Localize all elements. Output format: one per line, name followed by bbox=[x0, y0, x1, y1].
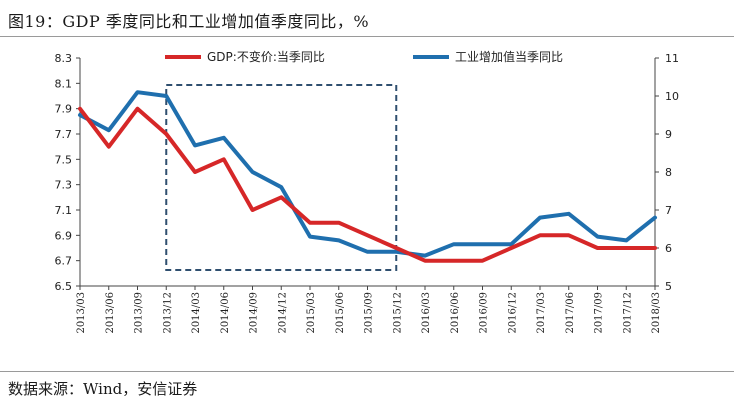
x-tick-label: 2016/06 bbox=[450, 292, 461, 334]
left-tick-label: 6.7 bbox=[55, 255, 73, 268]
dashed-highlight-box bbox=[165, 84, 398, 271]
gdp-series-line bbox=[78, 106, 657, 263]
x-tick-label: 2014/06 bbox=[220, 292, 231, 334]
x-tick-label: 2015/06 bbox=[335, 292, 346, 334]
right-tick-label: 8 bbox=[665, 166, 672, 179]
chart: 8.38.17.97.77.57.37.16.96.76.51110987652… bbox=[55, 49, 680, 334]
right-tick-label: 5 bbox=[665, 280, 672, 293]
x-tick-label: 2015/03 bbox=[306, 292, 317, 334]
top-divider bbox=[0, 36, 734, 37]
right-tick-label: 6 bbox=[665, 242, 672, 255]
left-tick-label: 7.1 bbox=[55, 204, 73, 217]
source-note: 数据来源：Wind，安信证券 bbox=[8, 380, 198, 398]
industry-series-line bbox=[78, 90, 657, 258]
x-tick-label: 2014/03 bbox=[191, 292, 202, 334]
x-tick-label: 2017/03 bbox=[536, 292, 547, 334]
x-tick-label: 2013/06 bbox=[105, 292, 116, 334]
left-tick-label: 8.3 bbox=[55, 52, 73, 65]
left-tick-label: 6.5 bbox=[55, 280, 73, 293]
chart-axes: 8.38.17.97.77.57.37.16.96.76.51110987652… bbox=[55, 52, 680, 334]
x-tick-label: 2018/03 bbox=[651, 292, 662, 334]
left-tick-label: 7.7 bbox=[55, 128, 73, 141]
x-tick-label: 2015/12 bbox=[392, 292, 403, 334]
left-tick-label: 7.9 bbox=[55, 103, 73, 116]
x-tick-label: 2017/06 bbox=[565, 292, 576, 334]
right-tick-label: 11 bbox=[665, 52, 679, 65]
x-tick-label: 2017/09 bbox=[594, 292, 605, 334]
right-tick-label: 7 bbox=[665, 204, 672, 217]
x-tick-label: 2016/12 bbox=[507, 292, 518, 334]
x-tick-label: 2013/12 bbox=[162, 292, 173, 334]
x-tick-label: 2015/09 bbox=[364, 292, 375, 334]
x-tick-label: 2017/12 bbox=[622, 292, 633, 334]
left-tick-label: 8.1 bbox=[55, 77, 73, 90]
legend-gdp-label: GDP:不变价:当季同比 bbox=[207, 49, 325, 64]
right-tick-label: 9 bbox=[665, 128, 672, 141]
bottom-divider bbox=[0, 371, 734, 372]
x-tick-label: 2016/03 bbox=[421, 292, 432, 334]
x-tick-label: 2013/09 bbox=[134, 292, 145, 334]
left-tick-label: 7.5 bbox=[55, 153, 73, 166]
x-tick-label: 2014/09 bbox=[249, 292, 260, 334]
left-tick-label: 6.9 bbox=[55, 229, 73, 242]
x-tick-label: 2016/09 bbox=[479, 292, 490, 334]
legend-industry-label: 工业增加值当季同比 bbox=[455, 49, 563, 64]
legend: GDP:不变价:当季同比 工业增加值当季同比 bbox=[165, 49, 563, 64]
figure-title: 图19：GDP 季度同比和工业增加值季度同比，% bbox=[8, 12, 370, 31]
annotation-layer bbox=[165, 84, 398, 271]
x-tick-label: 2014/12 bbox=[277, 292, 288, 334]
series-layer bbox=[78, 90, 657, 263]
x-tick-label: 2013/03 bbox=[76, 292, 87, 334]
left-tick-label: 7.3 bbox=[55, 179, 73, 192]
right-tick-label: 10 bbox=[665, 90, 679, 103]
